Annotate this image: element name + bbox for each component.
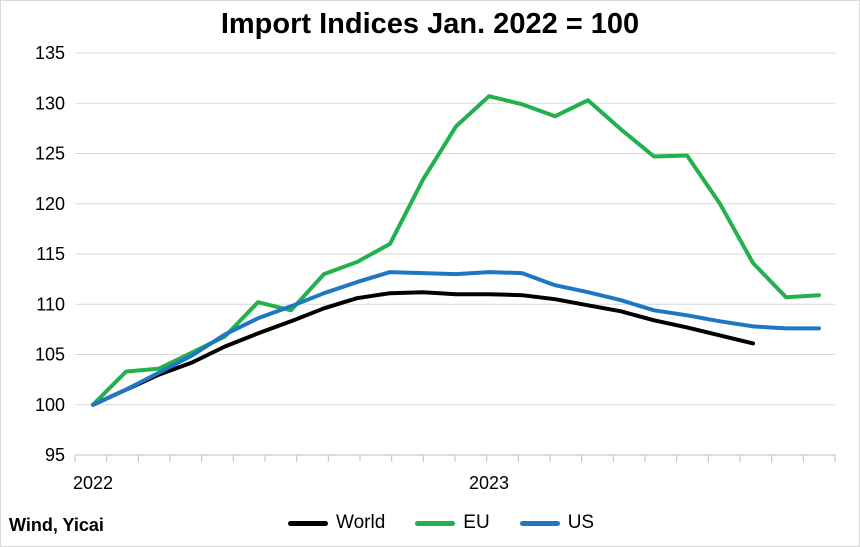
x-tick-2023: 2023 [469,473,509,493]
y-tick-110: 110 [36,294,65,314]
legend-swatch-us [519,520,560,526]
series-line-world [91,290,755,407]
legend: World EU US [288,512,594,534]
y-tick-135: 135 [35,43,65,63]
y-tick-105: 105 [35,345,65,365]
y-tick-125: 125 [35,144,65,164]
x-tick-labels: 2022 2023 [73,473,509,493]
y-tick-120: 120 [35,194,65,214]
legend-item-eu: EU [415,512,490,534]
x-tick-2022: 2022 [73,473,113,493]
grid-lines [75,52,835,406]
series-lines [91,94,821,407]
legend-swatch-eu [415,520,456,526]
chart-title: Import Indices Jan. 2022 = 100 [220,8,640,40]
y-tick-100: 100 [35,395,65,415]
legend-label-us: US [567,512,595,533]
y-tick-95: 95 [45,445,65,465]
legend-label-eu: EU [463,512,490,533]
y-tick-130: 130 [35,93,65,113]
legend-item-world: World [288,512,385,534]
y-tick-115: 115 [36,244,65,264]
legend-swatch-world [288,520,328,526]
axes [74,454,836,462]
series-line-us [91,270,821,407]
y-tick-labels: 95 100 105 110 115 120 125 130 135 [35,43,65,465]
legend-item-us: US [519,512,595,534]
source-note: Wind, Yicai [9,515,104,535]
legend-label-world: World [336,512,386,533]
